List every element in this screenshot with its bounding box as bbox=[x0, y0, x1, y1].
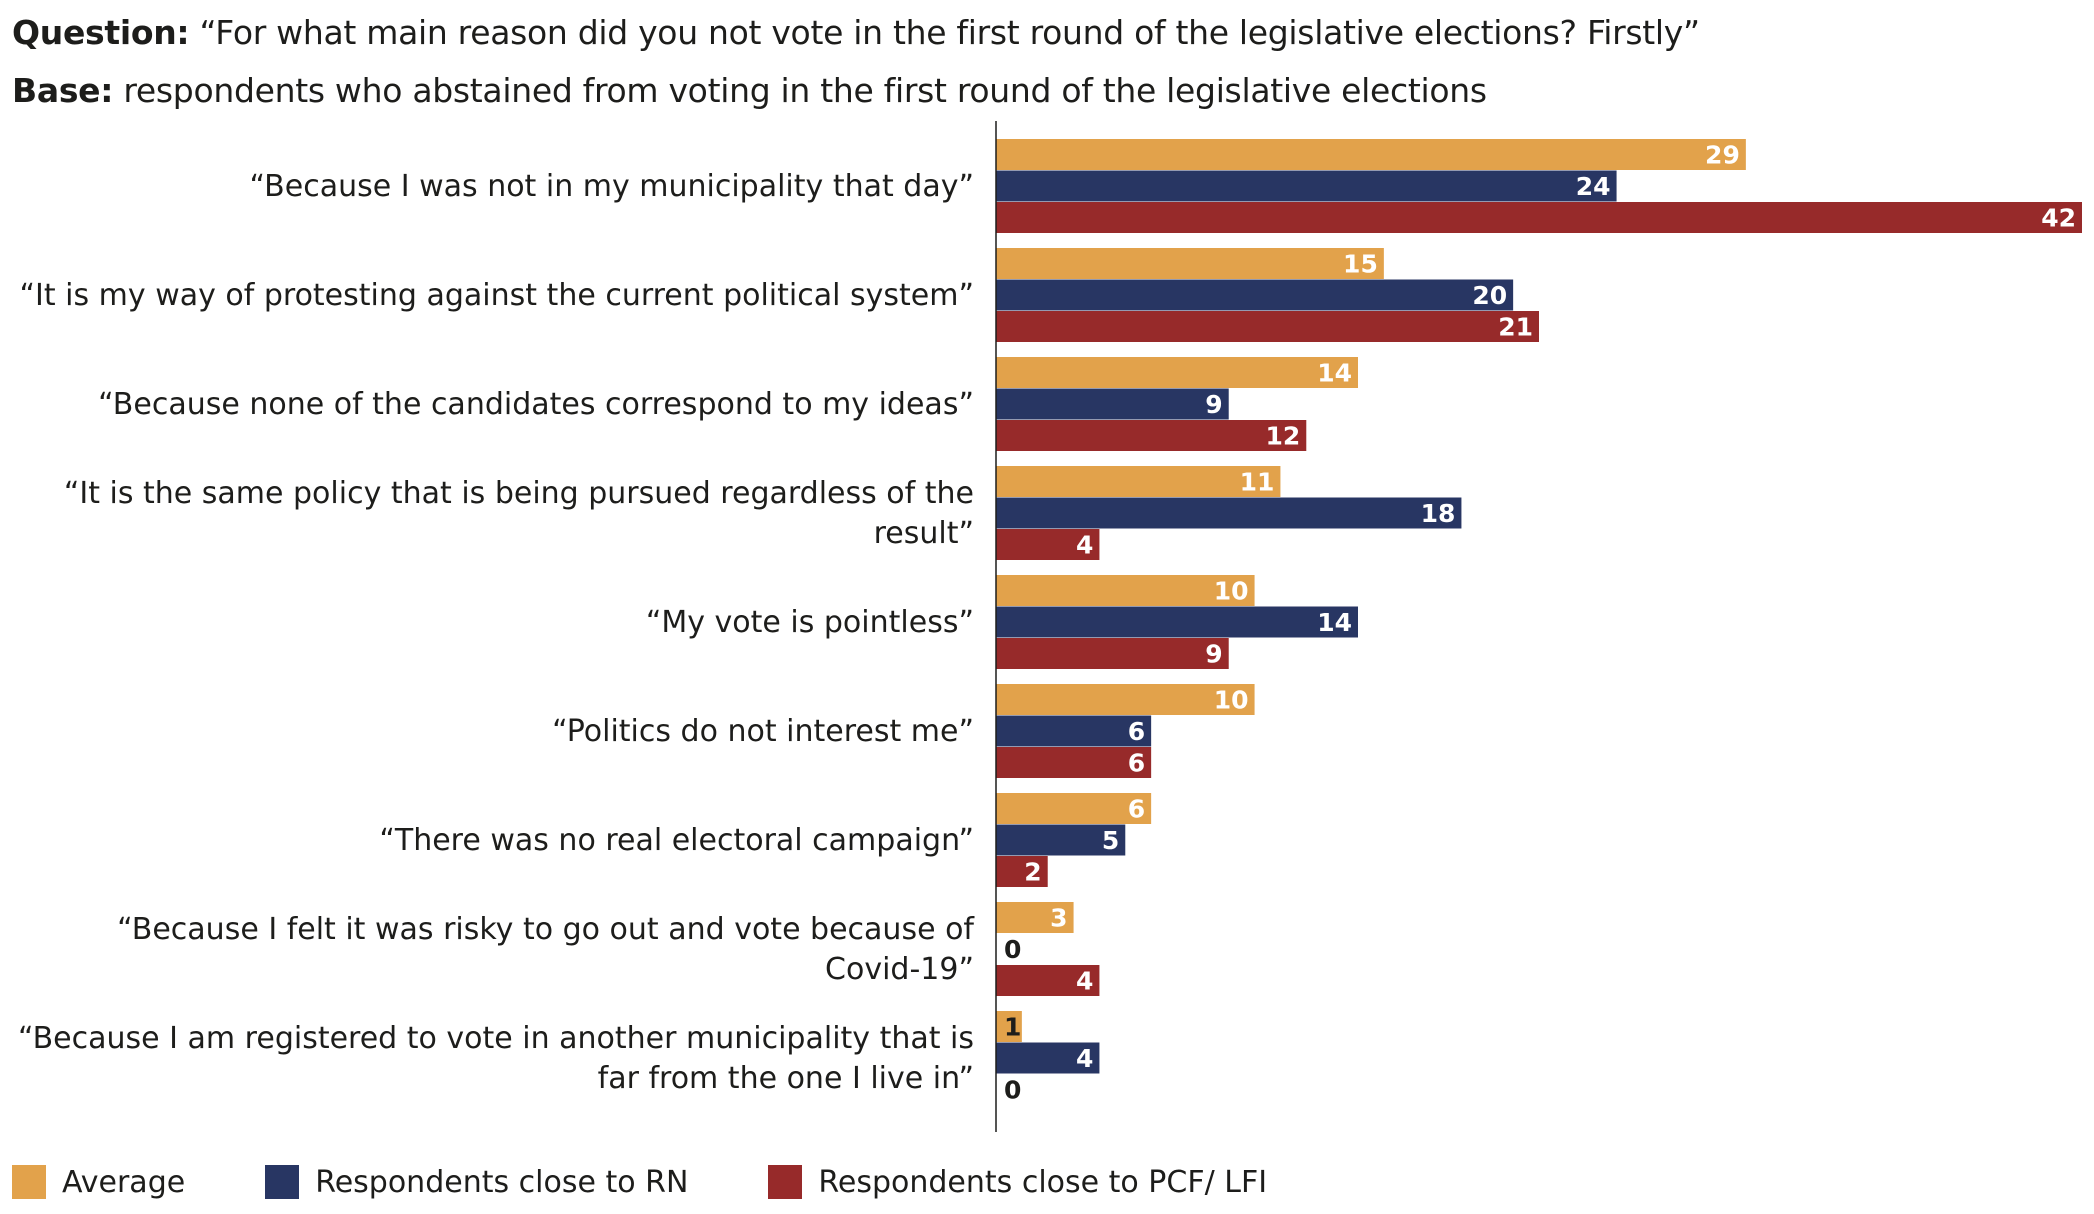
category-label-line: “It is the same policy that is being pur… bbox=[64, 476, 974, 511]
data-label: 14 bbox=[1317, 359, 1352, 388]
category-label-line: “My vote is pointless” bbox=[646, 605, 974, 640]
legend-label: Average bbox=[62, 1164, 186, 1200]
data-label: 24 bbox=[1576, 172, 1611, 201]
data-label: 4 bbox=[1076, 531, 1093, 560]
bar-average bbox=[996, 793, 1152, 824]
bar-average bbox=[996, 575, 1255, 606]
category-label: “There was no real electoral campaign” bbox=[379, 823, 974, 858]
category-label-line: “Because none of the candidates correspo… bbox=[98, 387, 974, 422]
category-label: “It is my way of protesting against the … bbox=[19, 278, 974, 313]
bar-average bbox=[996, 466, 1281, 497]
category-label-line: “Because I was not in my municipality th… bbox=[250, 169, 974, 204]
bar-average bbox=[996, 1011, 1022, 1042]
category-label: “Because I was not in my municipality th… bbox=[250, 169, 974, 204]
bar-respondents-close-to-rn bbox=[996, 170, 1617, 202]
data-label: 0 bbox=[1004, 1076, 1021, 1105]
category-label: “Because I am registered to vote in anot… bbox=[18, 1021, 974, 1096]
data-label: 18 bbox=[1421, 499, 1456, 528]
legend-item-respondents-close-to-rn: Respondents close to RN bbox=[265, 1165, 688, 1200]
data-label: 3 bbox=[1050, 904, 1067, 933]
bar-respondents-close-to-rn bbox=[996, 279, 1514, 311]
chart-legend: Average Respondents close to RN Respondent… bbox=[12, 1160, 1347, 1204]
base-label: Base: bbox=[12, 71, 114, 110]
question-label: Question: bbox=[12, 13, 190, 52]
question-line: Question: “For what main reason did you … bbox=[12, 4, 2082, 62]
data-label: 6 bbox=[1128, 717, 1145, 746]
data-label: 4 bbox=[1076, 967, 1093, 996]
data-label: 42 bbox=[2041, 204, 2076, 233]
data-label: 10 bbox=[1214, 577, 1249, 606]
bar-average bbox=[996, 902, 1074, 933]
bar-respondents-close-to-pcf-lfi bbox=[996, 856, 1048, 887]
bar-average bbox=[996, 684, 1255, 715]
bar-respondents-close-to-pcf-lfi bbox=[996, 965, 1100, 996]
category-label-line: “It is my way of protesting against the … bbox=[19, 278, 974, 313]
base-line: Base: respondents who abstained from vot… bbox=[12, 62, 2082, 120]
data-label: 10 bbox=[1214, 686, 1249, 715]
question-text: “For what main reason did you not vote i… bbox=[199, 13, 1701, 52]
category-label: “Because none of the candidates correspo… bbox=[98, 387, 974, 422]
bar-respondents-close-to-pcf-lfi bbox=[996, 529, 1100, 560]
bar-respondents-close-to-rn bbox=[996, 497, 1462, 529]
chart-header: Question: “For what main reason did you … bbox=[12, 4, 2082, 120]
data-label: 14 bbox=[1317, 608, 1352, 637]
data-label: 5 bbox=[1102, 826, 1119, 855]
category-label: “Politics do not interest me” bbox=[552, 714, 974, 749]
bar-respondents-close-to-pcf-lfi bbox=[996, 638, 1229, 669]
category-label-line: “Politics do not interest me” bbox=[552, 714, 974, 749]
bar-respondents-close-to-rn bbox=[996, 824, 1126, 856]
data-label: 15 bbox=[1343, 250, 1378, 279]
data-label: 9 bbox=[1205, 640, 1222, 669]
bar-average bbox=[996, 357, 1358, 388]
bar-respondents-close-to-rn bbox=[996, 388, 1229, 420]
legend-label: Respondents close to RN bbox=[315, 1164, 689, 1200]
data-label: 6 bbox=[1128, 795, 1145, 824]
data-label: 9 bbox=[1205, 390, 1222, 419]
category-label-line: result” bbox=[874, 516, 974, 551]
data-label: 6 bbox=[1128, 749, 1145, 778]
data-label: 11 bbox=[1240, 468, 1275, 497]
legend-swatch bbox=[12, 1165, 46, 1199]
category-label: “Because I felt it was risky to go out a… bbox=[117, 912, 975, 987]
data-label: 12 bbox=[1265, 422, 1300, 451]
data-label: 1 bbox=[1004, 1013, 1021, 1042]
category-label: “My vote is pointless” bbox=[646, 605, 974, 640]
legend-item-average: Average bbox=[12, 1165, 185, 1200]
data-label: 20 bbox=[1472, 281, 1507, 310]
data-label: 2 bbox=[1024, 858, 1041, 887]
category-label-line: far from the one I live in” bbox=[598, 1061, 974, 1096]
data-label: 29 bbox=[1705, 141, 1740, 170]
data-label: 21 bbox=[1498, 313, 1533, 342]
data-label: 4 bbox=[1076, 1044, 1093, 1073]
bar-respondents-close-to-pcf-lfi bbox=[996, 420, 1307, 451]
category-label-line: “Because I felt it was risky to go out a… bbox=[117, 912, 975, 947]
category-label: “It is the same policy that is being pur… bbox=[64, 476, 974, 551]
category-label-line: “Because I am registered to vote in anot… bbox=[18, 1021, 974, 1056]
category-label-line: Covid-19” bbox=[825, 952, 974, 987]
bar-respondents-close-to-pcf-lfi bbox=[996, 311, 1539, 342]
category-label-line: “There was no real electoral campaign” bbox=[379, 823, 974, 858]
legend-swatch bbox=[265, 1165, 300, 1199]
data-label: 0 bbox=[1004, 935, 1021, 964]
legend-label: Respondents close to PCF/ LFI bbox=[818, 1164, 1268, 1200]
legend-item-respondents-close-to-pcf-lfi: Respondents close to PCF/ LFI bbox=[768, 1165, 1267, 1200]
bar-respondents-close-to-rn bbox=[996, 715, 1152, 747]
base-text: respondents who abstained from voting in… bbox=[123, 71, 1487, 110]
legend-swatch bbox=[768, 1165, 803, 1199]
bar-respondents-close-to-pcf-lfi bbox=[996, 202, 2082, 233]
bar-respondents-close-to-pcf-lfi bbox=[996, 747, 1152, 778]
bar-respondents-close-to-rn bbox=[996, 1042, 1100, 1074]
bar-respondents-close-to-rn bbox=[996, 606, 1358, 638]
bar-average bbox=[996, 248, 1384, 279]
bar-average bbox=[996, 139, 1746, 170]
